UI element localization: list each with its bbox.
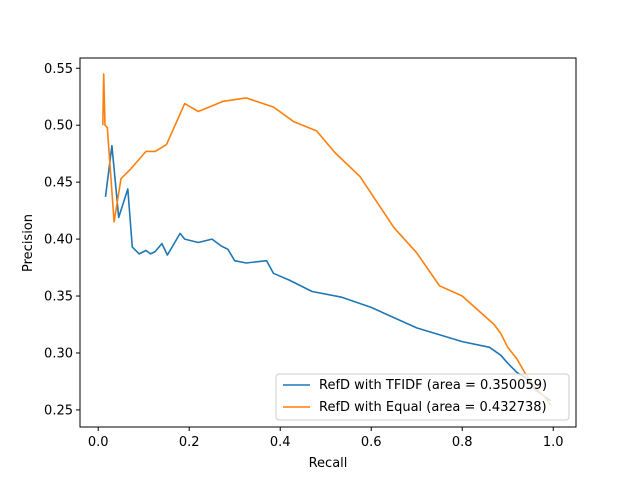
x-axis-label: Recall xyxy=(309,456,348,471)
x-axis: 0.0 0.2 0.4 0.6 0.8 1.0 xyxy=(88,427,564,450)
y-tick-label: 0.35 xyxy=(44,290,73,305)
y-tick-label: 0.40 xyxy=(44,233,73,248)
y-tick-label: 0.25 xyxy=(44,403,73,418)
legend-box xyxy=(275,373,570,421)
y-tick-label: 0.50 xyxy=(44,119,73,134)
y-axis: 0.25 0.30 0.35 0.40 0.45 0.50 0.55 xyxy=(44,62,80,418)
x-tick-label: 0.8 xyxy=(452,435,473,450)
legend: RefD with TFIDF (area = 0.350059) RefD w… xyxy=(275,373,570,421)
series-line-0 xyxy=(104,144,552,402)
x-tick-label: 0.4 xyxy=(270,435,291,450)
axes-frame xyxy=(79,57,577,428)
series-layer xyxy=(102,73,552,406)
legend-label-tfidf: RefD with TFIDF (area = 0.350059) xyxy=(319,378,547,393)
y-tick-label: 0.55 xyxy=(44,62,73,77)
y-tick-label: 0.30 xyxy=(44,346,73,361)
y-tick-label: 0.45 xyxy=(44,176,73,191)
y-axis-label: Precision xyxy=(21,214,36,272)
plot-area xyxy=(79,57,577,428)
x-tick-label: 0.6 xyxy=(361,435,382,450)
legend-label-equal: RefD with Equal (area = 0.432738) xyxy=(319,400,547,415)
x-tick-label: 0.0 xyxy=(88,435,109,450)
x-tick-label: 1.0 xyxy=(543,435,564,450)
x-tick-label: 0.2 xyxy=(179,435,200,450)
series-line-1 xyxy=(102,73,552,406)
